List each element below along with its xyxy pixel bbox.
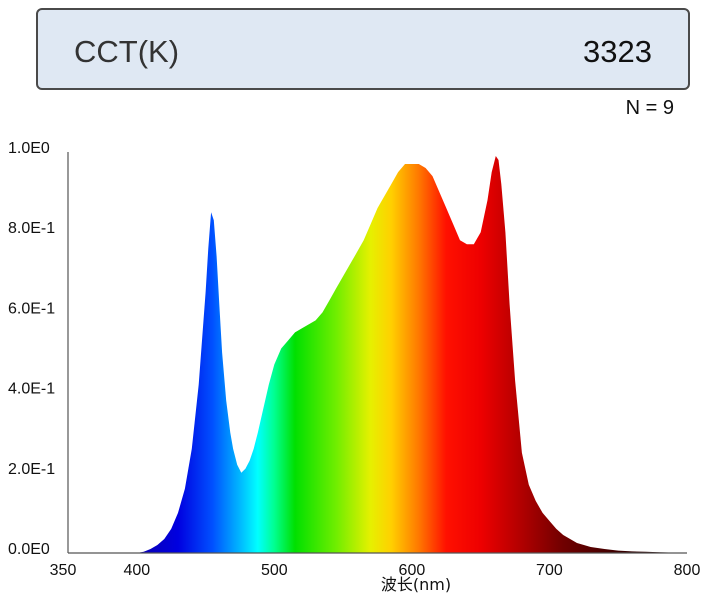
y-tick-label: 0.0E0 [8, 541, 50, 558]
y-tick-labels: 0.0E0 2.0E-1 4.0E-1 6.0E-1 8.0E-1 1.0E0 [8, 140, 55, 558]
x-tick-label: 400 [123, 562, 150, 579]
y-tick-label: 4.0E-1 [8, 381, 55, 398]
y-tick-label: 8.0E-1 [8, 220, 55, 237]
y-tick-label: 2.0E-1 [8, 461, 55, 478]
cct-label: CCT(K) [74, 34, 180, 69]
x-tick-label: 350 [50, 562, 77, 579]
cct-panel: CCT(K) 3323 [36, 8, 690, 90]
spectrum-area [68, 156, 687, 553]
y-tick-label: 1.0E0 [8, 140, 50, 157]
sample-count: N = 9 [625, 97, 674, 119]
cct-value: 3323 [583, 34, 652, 69]
x-tick-labels: 350 400 500 600 700 800 [50, 562, 701, 579]
y-tick-label: 6.0E-1 [8, 300, 55, 317]
x-tick-label: 800 [674, 562, 701, 579]
x-tick-label: 600 [399, 562, 426, 579]
x-tick-label: 700 [536, 562, 563, 579]
x-tick-label: 500 [261, 562, 288, 579]
x-axis-title: 波长(nm) [381, 575, 451, 594]
